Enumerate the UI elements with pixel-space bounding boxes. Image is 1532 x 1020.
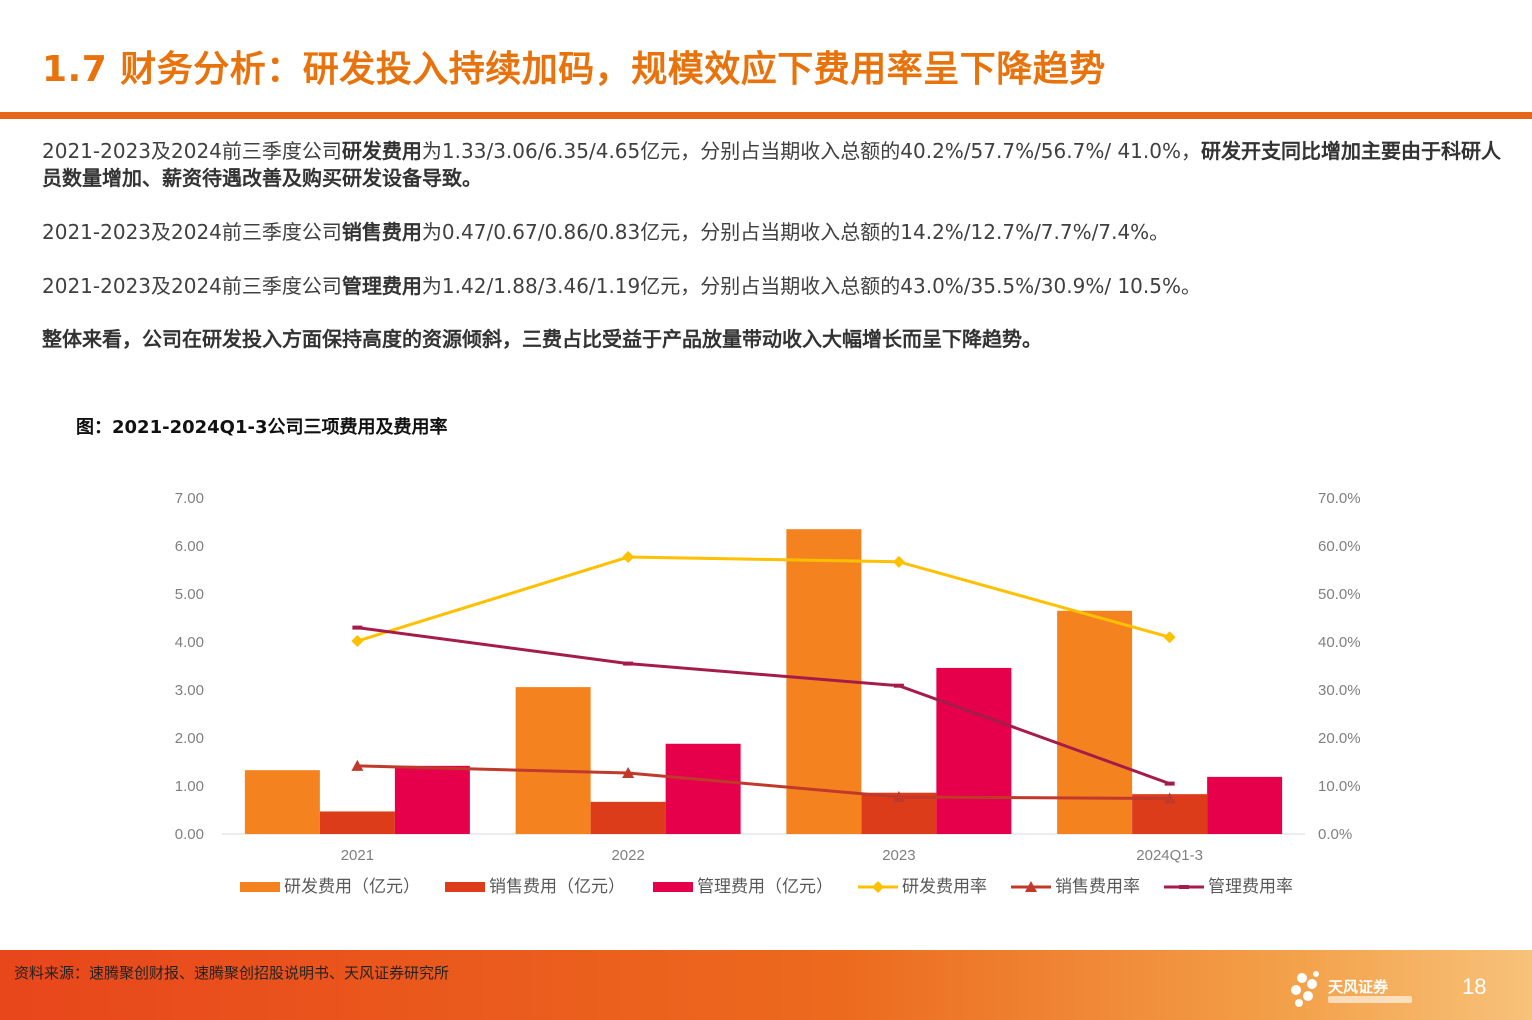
left-tick-label: 3.00	[175, 682, 204, 699]
paragraph-sales-expense: 2021-2023及2024前三季度公司销售费用为0.47/0.67/0.86/…	[42, 219, 1512, 246]
bar	[244, 770, 320, 834]
series-line	[357, 626, 1171, 786]
legend-label: 销售费用（亿元）	[489, 877, 625, 897]
right-tick-label: 40.0%	[1318, 634, 1361, 651]
bar	[319, 811, 395, 834]
left-tick-label: 6.00	[175, 538, 204, 555]
bar	[590, 801, 666, 834]
p2-lead: 2021-2023及2024前三季度公司	[42, 220, 342, 244]
page-title: 1.7 财务分析：研发投入持续加码，规模效应下费用率呈下降趋势	[42, 49, 1106, 90]
right-tick-label: 60.0%	[1318, 538, 1361, 555]
p1-lead: 2021-2023及2024前三季度公司	[42, 139, 342, 163]
legend-label: 管理费用率	[1208, 877, 1293, 897]
title-divider	[0, 112, 1532, 119]
legend-label: 销售费用率	[1055, 877, 1140, 897]
diamond-point	[872, 881, 884, 893]
left-tick-label: 7.00	[175, 490, 204, 507]
left-axis-ticks: 0.00 1.00 2.00 3.00 4.00 5.00 6.00 7.00	[175, 490, 204, 843]
dash-point	[623, 661, 634, 666]
bar	[394, 765, 470, 834]
p3-lead: 2021-2023及2024前三季度公司	[42, 274, 342, 298]
series-line	[357, 764, 1170, 800]
triangle-point	[1163, 792, 1176, 804]
right-tick-label: 50.0%	[1318, 586, 1361, 603]
triangle-point	[622, 767, 635, 779]
left-tick-label: 0.00	[175, 826, 204, 843]
paragraph-rd-expense: 2021-2023及2024前三季度公司研发费用为1.33/3.06/6.35/…	[42, 138, 1512, 192]
chart-legend: 研发费用（亿元） 销售费用（亿元） 管理费用（亿元） 研发费用率 销售费用率 管理费用率	[240, 877, 1293, 897]
diamond-point	[622, 551, 635, 564]
category-labels: 2021 2022 2023 2024Q1-3	[341, 847, 1203, 864]
series-line	[356, 555, 1171, 643]
bar	[515, 687, 591, 834]
category-label: 2021	[341, 847, 374, 864]
p1-tail: 研发开支同比增加主要由于科研人员数量增加、薪资待遇改善及购买研发设备导致。	[42, 139, 1501, 190]
dash-point	[893, 683, 904, 688]
bar-marks	[244, 529, 1283, 834]
logo-subtitle-bar	[1328, 996, 1412, 1003]
legend-swatch	[240, 882, 280, 892]
category-label: 2022	[611, 847, 644, 864]
diamond-point	[351, 635, 364, 648]
chart-title: 图：2021-2024Q1-3公司三项费用及费用率	[76, 417, 448, 438]
left-tick-label: 5.00	[175, 586, 204, 603]
left-tick-label: 2.00	[175, 730, 204, 747]
dash-point	[352, 625, 363, 630]
expense-chart: 0.00 1.00 2.00 3.00 4.00 5.00 6.00 7.00 0.0% 10.…	[175, 490, 1361, 897]
right-axis-ticks: 0.0% 10.0% 20.0% 30.0% 40.0% 50.0% 60.0% 70.0%	[1318, 490, 1361, 843]
bar	[1057, 610, 1133, 834]
triangle-point	[892, 791, 905, 803]
footer-band	[0, 950, 1532, 1020]
paragraph-admin-expense: 2021-2023及2024前三季度公司管理费用为1.42/1.88/3.46/…	[42, 273, 1512, 300]
bar	[1207, 776, 1283, 834]
right-tick-label: 20.0%	[1318, 730, 1361, 747]
bar	[936, 667, 1012, 834]
p2-key: 销售费用	[341, 220, 422, 244]
left-tick-label: 4.00	[175, 634, 204, 651]
p3-key: 管理费用	[341, 274, 422, 298]
right-tick-label: 70.0%	[1318, 490, 1361, 507]
page-number: 18	[1462, 974, 1487, 999]
diamond-point	[1163, 631, 1176, 644]
p1-mid: 为1.33/3.06/6.35/4.65亿元，分别占当期收入总额的40.2%/5…	[421, 139, 1201, 163]
tianfeng-logo-icon	[1291, 971, 1319, 1007]
source-note: 资料来源：速腾聚创财报、速腾聚创招股说明书、天风证券研究所	[14, 964, 450, 982]
legend-label: 管理费用（亿元）	[697, 877, 833, 897]
p1-key: 研发费用	[341, 139, 422, 163]
category-label: 2024Q1-3	[1136, 847, 1203, 864]
category-label: 2023	[882, 847, 915, 864]
line-marks	[351, 551, 1176, 804]
bar	[665, 743, 741, 834]
triangle-point	[1025, 881, 1037, 892]
legend-label: 研发费用（亿元）	[284, 877, 420, 897]
right-tick-label: 10.0%	[1318, 778, 1361, 795]
legend-swatch	[445, 882, 485, 892]
legend-swatch	[653, 882, 693, 892]
diamond-point	[892, 555, 905, 568]
dash-point	[1164, 781, 1175, 786]
triangle-point	[351, 759, 364, 771]
dash-point	[1179, 885, 1189, 889]
legend-label: 研发费用率	[902, 877, 987, 897]
p3-mid: 为1.42/1.88/3.46/1.19亿元，分别占当期收入总额的43.0%/3…	[421, 274, 1201, 298]
logo-text: 天风证券	[1328, 978, 1389, 996]
paragraph-summary: 整体来看，公司在研发投入方面保持高度的资源倾斜，三费占比受益于产品放量带动收入大…	[42, 327, 1042, 351]
right-tick-label: 30.0%	[1318, 682, 1361, 699]
p2-mid: 为0.47/0.67/0.86/0.83亿元，分别占当期收入总额的14.2%/1…	[421, 220, 1170, 244]
left-tick-label: 1.00	[175, 778, 204, 795]
right-tick-label: 0.0%	[1318, 826, 1352, 843]
